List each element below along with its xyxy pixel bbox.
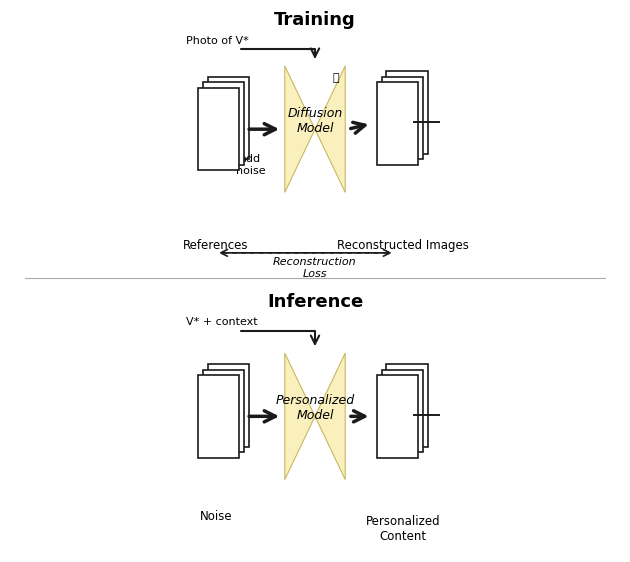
Polygon shape [315,353,345,479]
Text: add
noise: add noise [236,154,265,175]
Text: Training: Training [274,11,356,29]
Bar [377,83,418,165]
Bar [203,370,244,452]
Text: Reconstructed Images: Reconstructed Images [337,239,469,252]
Polygon shape [315,66,345,192]
Bar [208,364,249,447]
Bar [382,370,423,452]
Bar [203,83,244,165]
Bar [386,71,428,154]
Bar [208,77,249,160]
Polygon shape [285,353,315,479]
Text: Noise: Noise [200,510,232,523]
Polygon shape [285,66,315,192]
Bar [198,88,239,170]
Text: Personalized
Content: Personalized Content [365,515,440,543]
Bar [198,375,239,457]
Text: Photo of V*: Photo of V* [186,36,249,46]
Text: 🔥: 🔥 [332,74,339,83]
Text: Inference: Inference [267,293,363,311]
Text: References: References [183,239,249,252]
Text: V* + context: V* + context [186,318,258,328]
Text: Personalized
Model: Personalized Model [275,394,355,422]
Text: Reconstruction
Loss: Reconstruction Loss [273,257,357,279]
Text: Diffusion
Model: Diffusion Model [287,107,343,135]
Bar [382,77,423,160]
Bar [377,375,418,457]
Bar [386,364,428,447]
